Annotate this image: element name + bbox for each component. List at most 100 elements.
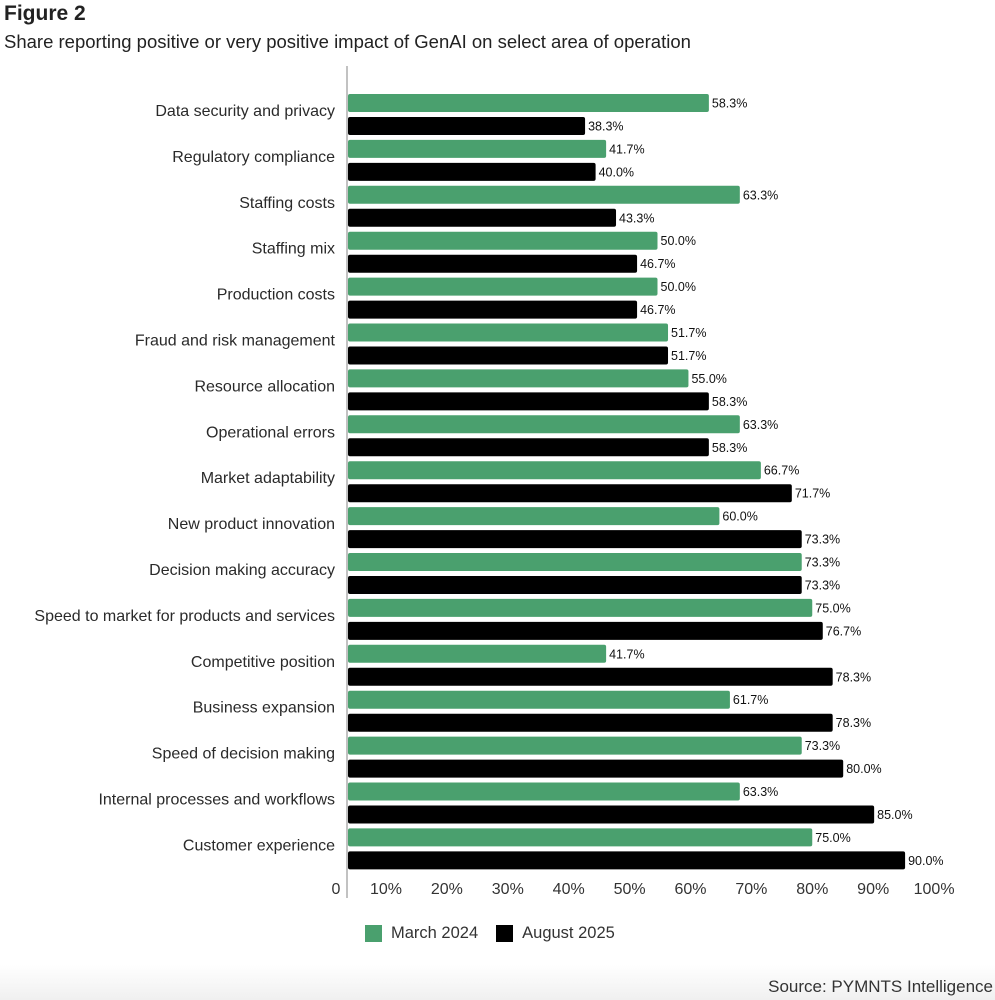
value-label: 58.3%: [712, 395, 747, 409]
category-label: Competitive position: [191, 654, 335, 671]
value-label: 38.3%: [588, 120, 623, 134]
value-label: 51.7%: [671, 349, 706, 363]
category-label: Resource allocation: [194, 378, 335, 395]
bar-august-2025: [348, 117, 586, 135]
bar-march-2024: [348, 644, 607, 663]
value-label: 58.3%: [712, 441, 747, 455]
bar-august-2025: [348, 805, 875, 824]
bar-march-2024: [348, 553, 802, 571]
legend-label-march-2024: March 2024: [391, 924, 479, 942]
value-label: 90.0%: [908, 854, 943, 868]
value-label: 80.0%: [846, 762, 881, 776]
category-label: New product innovation: [168, 516, 335, 533]
bar-march-2024: [348, 461, 761, 480]
value-label: 41.7%: [609, 647, 644, 661]
value-label: 73.3%: [805, 739, 840, 753]
bar-march-2024: [348, 598, 813, 617]
category-label: Internal processes and workflows: [98, 792, 335, 809]
bar-august-2025: [348, 208, 617, 227]
x-tick-label: 90%: [857, 881, 889, 898]
value-label: 73.3%: [805, 579, 840, 593]
value-label: 73.3%: [805, 533, 840, 547]
bar-march-2024: [348, 94, 709, 112]
bar-august-2025: [348, 713, 833, 732]
bar-august-2025: [348, 484, 792, 503]
category-label: Speed of decision making: [152, 746, 335, 763]
legend-swatch-march-2024: [365, 925, 382, 942]
category-label: Decision making accuracy: [149, 562, 335, 579]
value-label: 50.0%: [661, 280, 696, 294]
x-tick-label: 40%: [553, 881, 585, 898]
category-label: Business expansion: [193, 700, 335, 717]
category-label: Operational errors: [206, 424, 335, 441]
bar-march-2024: [348, 736, 802, 755]
bar-march-2024: [348, 507, 720, 526]
bar-march-2024: [348, 782, 740, 801]
value-label: 71.7%: [795, 487, 830, 501]
bar-march-2024: [348, 369, 689, 388]
bar-march-2024: [348, 828, 813, 847]
x-axis-ticks: 0 10% 20% 30% 40% 50% 60% 70% 80% 90% 100%: [332, 881, 955, 898]
bar-march-2024: [348, 139, 607, 158]
category-label: Staffing costs: [239, 195, 335, 212]
bar-august-2025: [348, 576, 802, 594]
legend-item-august-2025: August 2025: [496, 924, 615, 943]
value-label: 43.3%: [619, 211, 654, 225]
value-label: 41.7%: [609, 142, 644, 156]
legend-swatch-august-2025: [496, 925, 514, 942]
value-label: 85.0%: [877, 808, 912, 822]
value-label: 78.3%: [836, 670, 871, 684]
value-label: 46.7%: [640, 257, 675, 271]
bar-march-2024: [348, 231, 658, 250]
x-tick-label: 60%: [674, 881, 706, 898]
bar-march-2024: [348, 690, 730, 709]
value-label: 50.0%: [661, 234, 696, 248]
bar-august-2025: [348, 438, 709, 457]
figure-title: Figure 2: [4, 2, 86, 25]
value-label: 63.3%: [743, 785, 778, 799]
bar-august-2025: [348, 621, 823, 640]
value-label: 73.3%: [805, 556, 840, 570]
value-label: 66.7%: [764, 464, 799, 478]
bar-march-2024: [348, 185, 740, 204]
category-label: Regulatory compliance: [172, 149, 335, 166]
x-tick-label: 100%: [914, 881, 955, 898]
value-label: 61.7%: [733, 693, 768, 707]
bar-august-2025: [348, 667, 833, 686]
bar-august-2025: [348, 254, 638, 273]
bar-august-2025: [348, 300, 638, 319]
value-label: 58.3%: [712, 97, 747, 111]
value-label: 55.0%: [691, 372, 726, 386]
bar-march-2024: [348, 415, 740, 434]
bar-august-2025: [348, 759, 844, 778]
x-tick-label: 50%: [614, 881, 646, 898]
x-tick-label: 10%: [370, 881, 402, 898]
x-tick-label: 80%: [796, 881, 828, 898]
value-label: 46.7%: [640, 303, 675, 317]
footer-band: [0, 965, 995, 1000]
source-note: Source: PYMNTS Intelligence: [768, 977, 993, 996]
bar-march-2024: [348, 277, 658, 296]
category-label: Production costs: [217, 287, 335, 304]
value-label: 60.0%: [722, 510, 757, 524]
category-label: Fraud and risk management: [135, 333, 336, 350]
figure-subtitle: Share reporting positive or very positiv…: [4, 31, 691, 52]
value-label: 63.3%: [743, 418, 778, 432]
bar-august-2025: [348, 346, 669, 365]
bar-august-2025: [348, 392, 709, 411]
value-label: 75.0%: [815, 601, 850, 615]
bar-march-2024: [348, 323, 669, 342]
value-label: 78.3%: [836, 716, 871, 730]
category-label: Staffing mix: [252, 241, 335, 258]
category-label: Customer experience: [183, 837, 335, 854]
value-label: 75.0%: [815, 831, 850, 845]
category-label: Data security and privacy: [155, 103, 335, 120]
bar-august-2025: [348, 851, 906, 870]
x-tick-label: 30%: [492, 881, 524, 898]
bar-august-2025: [348, 162, 596, 181]
bars-layer: Data security and privacy 58.3% 38.3% Regul…: [34, 94, 944, 870]
x-tick-label: 70%: [735, 881, 767, 898]
category-label: Speed to market for products and service…: [34, 608, 335, 625]
bar-august-2025: [348, 530, 802, 549]
